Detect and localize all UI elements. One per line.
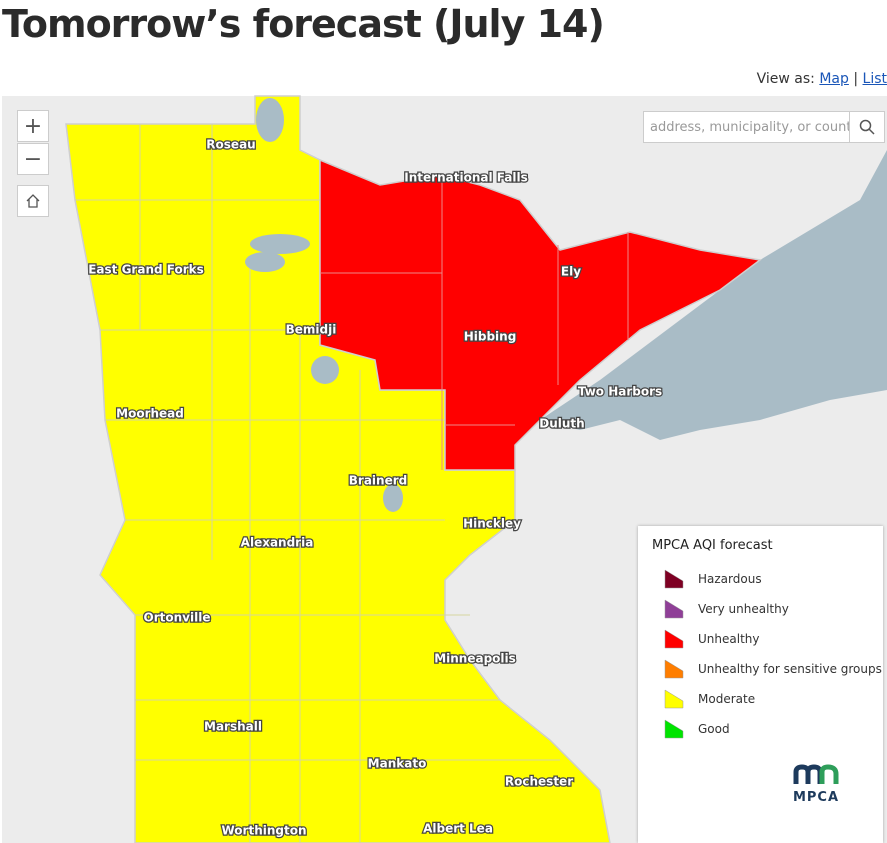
city-label: East Grand Forks (88, 263, 204, 277)
legend-item: Very unhealthy (664, 599, 789, 619)
city-label: Hinckley (463, 517, 521, 531)
search-placeholder: address, municipality, or count (650, 119, 849, 135)
logo-text: MPCA (792, 790, 840, 805)
unhealthy-region (319, 158, 762, 471)
legend-label: Unhealthy (698, 632, 760, 646)
legend-item: Moderate (664, 689, 755, 709)
zoom-out[interactable]: − (17, 143, 49, 175)
lake (383, 484, 403, 512)
legend-label: Moderate (698, 692, 756, 706)
legend-label: Very unhealthy (698, 602, 789, 616)
view-as: View as: Map | List (756, 71, 887, 87)
lake (245, 252, 285, 272)
view-list-link[interactable]: List (862, 71, 887, 87)
city-label: Ely (561, 265, 581, 279)
search-box[interactable]: address, municipality, or count (643, 111, 885, 143)
legend-swatch-shape (664, 569, 684, 589)
city-label: Moorhead (116, 407, 184, 421)
page-title: Tomorrow’s forecast (July 14) (2, 2, 605, 46)
moderate-region (65, 95, 611, 843)
lake-superior (540, 150, 887, 440)
city-label: International Falls (404, 171, 527, 185)
city-label: Marshall (204, 720, 262, 734)
legend-swatch (664, 659, 684, 679)
view-map-link[interactable]: Map (819, 71, 849, 87)
lake (256, 98, 284, 142)
city-label: Two Harbors (578, 385, 662, 399)
legend-swatch (664, 599, 684, 619)
legend-item: Unhealthy for sensitive groups (664, 659, 882, 679)
city-label: Albert Lea (423, 822, 493, 836)
legend: MPCA AQI forecast Hazardous Very unhealth… (638, 526, 883, 843)
search-button[interactable] (849, 112, 884, 142)
legend-swatch-shape (664, 689, 684, 709)
city-label: Minneapolis (434, 652, 516, 666)
legend-label: Good (698, 722, 730, 736)
city-label: Mankato (368, 757, 427, 771)
home-button[interactable] (17, 185, 49, 217)
search-icon (859, 119, 875, 135)
city-label: Bemidji (286, 323, 337, 337)
city-label: Ortonville (144, 611, 211, 625)
zoom-in[interactable]: + (17, 110, 49, 142)
city-label: Rochester (505, 775, 573, 789)
legend-swatch (664, 569, 684, 589)
red-county-lines (320, 180, 629, 470)
logo: MPCA (792, 764, 840, 805)
legend-swatch-shape (664, 719, 684, 739)
legend-item: Unhealthy (664, 629, 759, 649)
legend-swatch-shape (664, 629, 684, 649)
legend-item: Good (664, 719, 730, 739)
legend-swatch-shape (664, 659, 684, 679)
city-label: Brainerd (349, 474, 407, 488)
view-as-label: View as: (756, 71, 815, 87)
home-icon (26, 194, 40, 208)
city-label: Alexandria (241, 536, 314, 550)
city-label: Duluth (539, 417, 584, 431)
city-label: Roseau (206, 138, 255, 152)
county-lines (75, 124, 560, 843)
legend-label: Hazardous (698, 572, 762, 586)
legend-label: Unhealthy for sensitive groups (698, 662, 882, 676)
legend-swatch (664, 629, 684, 649)
legend-item: Hazardous (664, 569, 762, 589)
lake (311, 356, 339, 384)
legend-swatch-shape (664, 599, 684, 619)
legend-swatch (664, 689, 684, 709)
legend-title: MPCA AQI forecast (652, 538, 773, 553)
logo-mark (793, 764, 839, 784)
city-label: Worthington (221, 824, 306, 838)
legend-swatch (664, 719, 684, 739)
city-labels: Roseau International Falls East Grand Fork… (87, 136, 663, 839)
city-label: Hibbing (464, 330, 517, 344)
lake (250, 234, 310, 254)
